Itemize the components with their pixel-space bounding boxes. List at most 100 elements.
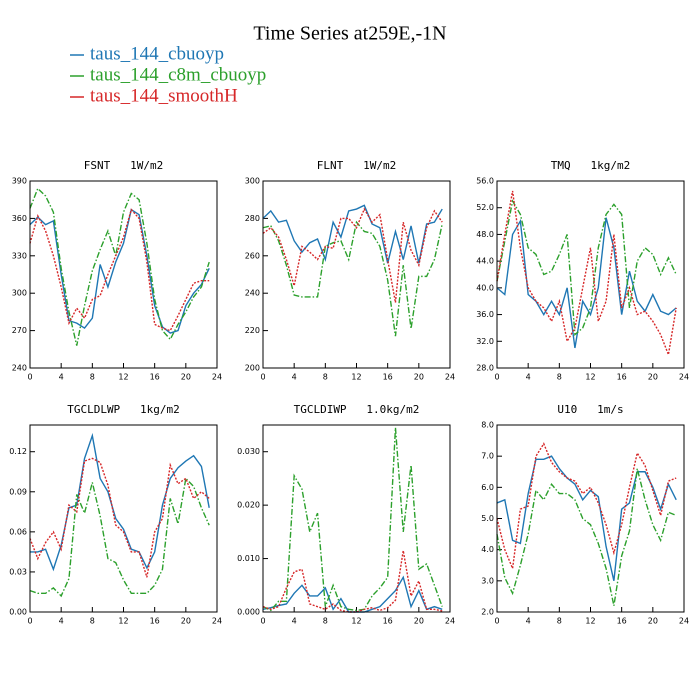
panel-title: TGCLDIWP 1.0kg/m2 [294, 403, 420, 416]
x-tick-label: 0 [260, 373, 265, 382]
y-tick-label: 0.09 [9, 487, 27, 496]
x-tick-label: 24 [679, 617, 689, 626]
x-tick-label: 12 [118, 373, 128, 382]
y-tick-label: 280 [245, 214, 260, 223]
x-tick-label: 4 [292, 617, 297, 626]
x-tick-label: 16 [383, 617, 393, 626]
series-line [496, 455, 677, 581]
x-tick-label: 24 [212, 373, 222, 382]
y-tick-label: 390 [12, 177, 27, 186]
x-tick-label: 20 [414, 373, 424, 382]
x-tick-label: 8 [557, 373, 562, 382]
series-line [262, 220, 443, 337]
x-tick-label: 16 [150, 373, 160, 382]
series-line [496, 199, 677, 337]
plot-frame [262, 424, 451, 613]
x-tick-label: 4 [59, 373, 64, 382]
y-tick-label: 36.0 [476, 310, 494, 319]
series-line [29, 208, 210, 332]
x-tick-label: 8 [323, 373, 328, 382]
panel-title: FSNT 1W/m2 [84, 159, 163, 172]
x-tick-label: 12 [351, 617, 361, 626]
x-tick-label: 8 [557, 617, 562, 626]
x-tick-label: 0 [494, 617, 499, 626]
x-tick-label: 20 [414, 617, 424, 626]
x-tick-label: 8 [90, 373, 95, 382]
plot-frame [29, 424, 218, 613]
x-tick-label: 20 [648, 617, 658, 626]
y-tick-label: 0.010 [237, 554, 260, 563]
legend-label: taus_144_smoothH [90, 85, 238, 106]
y-tick-label: 6.0 [481, 483, 494, 492]
x-tick-label: 4 [59, 617, 64, 626]
legend-label: taus_144_c8m_cbuoyp [90, 64, 266, 85]
y-tick-label: 3.0 [481, 576, 494, 585]
x-tick-label: 24 [679, 373, 689, 382]
x-tick-label: 12 [351, 373, 361, 382]
series-line [262, 575, 443, 613]
series-line [30, 432, 210, 572]
y-tick-label: 240 [245, 289, 260, 298]
panel-title: U10 1m/s [557, 403, 623, 416]
plot-frame [29, 180, 218, 369]
y-tick-label: 44.0 [476, 257, 494, 266]
series-line [496, 442, 677, 572]
y-tick-label: 0.03 [9, 567, 27, 576]
x-tick-label: 16 [617, 373, 627, 382]
x-tick-label: 16 [150, 617, 160, 626]
y-tick-label: 5.0 [481, 514, 494, 523]
panel-title: TGCLDLWP 1kg/m2 [67, 403, 180, 416]
panel-title: FLNT 1W/m2 [317, 159, 396, 172]
y-tick-label: 0.06 [9, 527, 27, 536]
y-tick-label: 56.0 [476, 177, 494, 186]
y-tick-label: 300 [245, 177, 260, 186]
figure-title: Time Series at259E,-1N [253, 23, 446, 45]
y-tick-label: 240 [12, 364, 27, 373]
y-tick-label: 28.0 [476, 364, 494, 373]
x-tick-label: 16 [383, 373, 393, 382]
x-tick-label: 16 [617, 617, 627, 626]
x-tick-label: 4 [292, 373, 297, 382]
panel-title: TMQ 1kg/m2 [551, 159, 630, 172]
series-line [262, 207, 443, 303]
x-tick-label: 0 [27, 617, 32, 626]
series-line [29, 457, 210, 578]
y-tick-label: 200 [245, 364, 260, 373]
x-tick-label: 12 [585, 373, 595, 382]
series-line [262, 427, 443, 612]
y-tick-label: 8.0 [481, 421, 494, 430]
y-tick-label: 4.0 [481, 545, 494, 554]
plot-frame [496, 180, 685, 369]
y-tick-label: 2.0 [481, 608, 494, 617]
y-tick-label: 270 [12, 326, 27, 335]
y-tick-label: 40.0 [476, 283, 494, 292]
x-tick-label: 8 [90, 617, 95, 626]
x-tick-label: 20 [181, 373, 191, 382]
x-tick-label: 20 [648, 373, 658, 382]
y-tick-label: 52.0 [476, 203, 494, 212]
y-tick-label: 260 [245, 251, 260, 260]
x-tick-label: 24 [445, 373, 455, 382]
y-tick-label: 0.000 [237, 608, 260, 617]
series-line [496, 217, 677, 349]
x-tick-label: 4 [526, 373, 531, 382]
y-tick-label: 0.00 [9, 608, 27, 617]
x-tick-label: 12 [585, 617, 595, 626]
x-tick-label: 0 [260, 617, 265, 626]
y-tick-label: 300 [12, 289, 27, 298]
y-tick-label: 48.0 [476, 230, 494, 239]
x-tick-label: 12 [118, 617, 128, 626]
plot-frame [496, 424, 685, 613]
legend-label: taus_144_cbuoyp [90, 43, 224, 64]
series-line [29, 476, 210, 598]
x-tick-label: 24 [212, 617, 222, 626]
x-tick-label: 0 [27, 373, 32, 382]
x-tick-label: 0 [494, 373, 499, 382]
y-tick-label: 0.12 [9, 447, 27, 456]
y-tick-label: 0.030 [237, 447, 260, 456]
series-line [262, 550, 443, 613]
x-tick-label: 8 [323, 617, 328, 626]
series-line [496, 190, 677, 358]
plot-frame [262, 180, 451, 369]
